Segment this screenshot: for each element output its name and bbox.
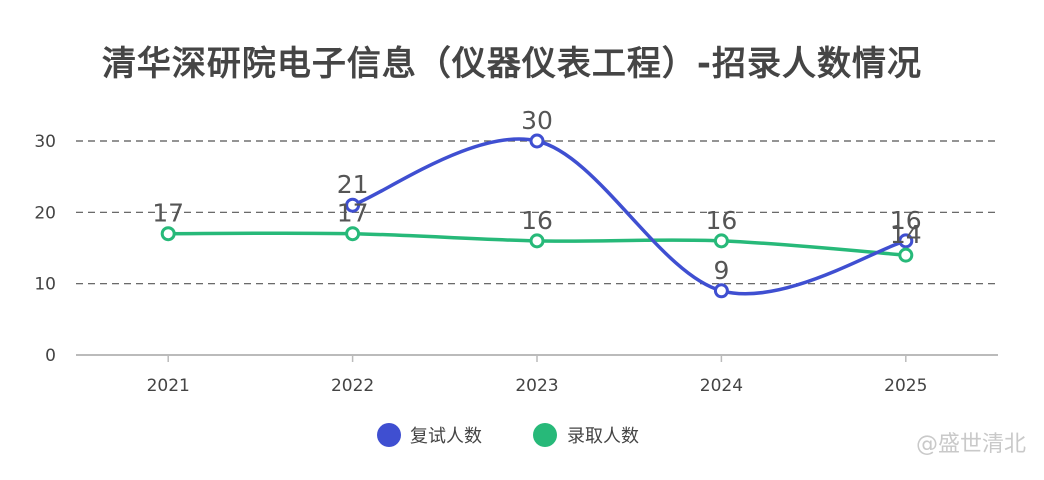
y-tick-label: 20: [34, 203, 56, 223]
y-tick-label: 30: [34, 132, 56, 152]
data-point[interactable]: [713, 233, 729, 249]
data-point[interactable]: [898, 233, 914, 249]
y-tick-label: 10: [34, 275, 56, 295]
data-point[interactable]: [529, 133, 545, 149]
data-point[interactable]: [713, 283, 729, 299]
data-label: 21: [337, 170, 369, 199]
x-tick-label: 2022: [331, 376, 374, 396]
legend-label: 录取人数: [567, 426, 639, 447]
x-tick-label: 2023: [515, 376, 558, 396]
data-label: 16: [705, 206, 737, 235]
data-label: 17: [152, 199, 184, 228]
data-point[interactable]: [898, 247, 914, 263]
x-tick-label: 2025: [884, 376, 927, 396]
y-tick-label: 0: [45, 346, 56, 366]
data-point[interactable]: [529, 233, 545, 249]
series-line-1: [352, 137, 907, 296]
legend-marker[interactable]: [377, 423, 401, 447]
watermark: @盛世清北: [915, 432, 1026, 457]
data-point[interactable]: [345, 197, 361, 213]
data-label: 30: [521, 106, 553, 135]
data-label: 9: [713, 256, 729, 285]
data-label: 16: [890, 206, 922, 235]
x-tick-label: 2024: [700, 376, 743, 396]
chart-title: 清华深研院电子信息（仪器仪表工程）-招录人数情况: [101, 44, 923, 84]
legend-marker[interactable]: [533, 423, 557, 447]
data-point[interactable]: [160, 226, 176, 242]
legend-label: 复试人数: [410, 426, 482, 447]
x-tick-label: 2021: [147, 376, 190, 396]
data-point[interactable]: [345, 226, 361, 242]
data-label: 14: [890, 220, 922, 249]
data-label: 17: [337, 199, 369, 228]
data-label: 16: [521, 206, 553, 235]
